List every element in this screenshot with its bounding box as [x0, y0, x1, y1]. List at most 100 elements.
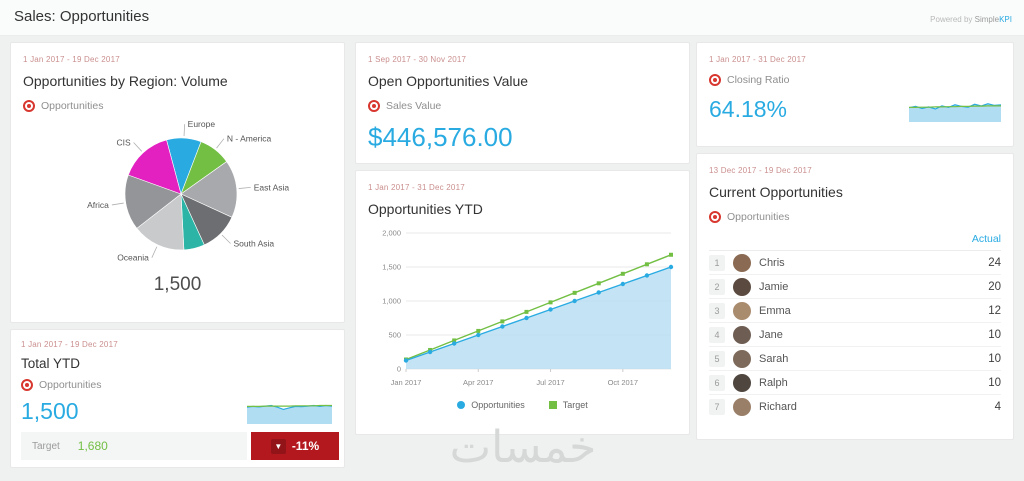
svg-text:CIS: CIS — [116, 137, 131, 147]
target-label: Target — [32, 440, 60, 452]
person-name: Ralph — [759, 376, 788, 389]
legend-square-icon — [548, 401, 557, 409]
svg-text:Jan 2017: Jan 2017 — [391, 378, 422, 387]
card-title: Open Opportunities Value — [368, 73, 529, 89]
card-title: Opportunities YTD — [368, 201, 483, 217]
kpi-label-row: Opportunities — [709, 211, 1001, 223]
actual-value: 12 — [988, 304, 1001, 317]
avatar — [733, 398, 751, 416]
kpi-label-row: Opportunities — [21, 379, 334, 391]
target-icon — [23, 100, 35, 112]
target-icon — [368, 100, 380, 112]
person-name: Emma — [759, 304, 791, 317]
kpi-label: Opportunities — [39, 379, 102, 391]
avatar — [733, 277, 751, 296]
card-opportunities-ytd: 1 Jan 2017 - 31 Dec 2017 Opportunities Y… — [355, 170, 690, 435]
header: Sales: Opportunities Powered by SimpleKP… — [0, 0, 1024, 36]
rank-badge: 7 — [709, 399, 725, 415]
target-icon — [21, 379, 33, 391]
target-box: Target 1,680 — [21, 432, 247, 460]
ytd-line-chart: 0 500 1,000 1,500 2,000 Jan 2017 Apr 2017 Jul 2… — [382, 229, 674, 387]
date-range: 1 Jan 2017 - 19 Dec 2017 — [21, 340, 118, 349]
pie-total-value: 1,500 — [153, 274, 202, 295]
person-name: Sarah — [759, 352, 789, 365]
rank-badge: 2 — [709, 278, 725, 295]
legend-item-target: Target — [548, 400, 588, 410]
avatar — [733, 253, 751, 272]
legend-label: Opportunities — [471, 400, 525, 410]
card-open-opportunities-value: 1 Sep 2017 - 30 Nov 2017 Open Opportunit… — [355, 42, 690, 164]
rank-badge: 3 — [709, 302, 725, 319]
svg-text:Apr 2017: Apr 2017 — [463, 378, 493, 387]
card-title: Current Opportunities — [709, 184, 843, 200]
brand-kpi-text: KPI — [999, 15, 1012, 24]
powered-by-text: Powered by — [930, 15, 975, 24]
date-range: 13 Dec 2017 - 19 Dec 2017 — [709, 166, 812, 175]
arrow-down-icon: ▼ — [270, 438, 286, 454]
date-range: 1 Sep 2017 - 30 Nov 2017 — [368, 55, 467, 64]
total-ytd-sparkline — [247, 404, 332, 424]
total-ytd-value: 1,500 — [21, 398, 79, 424]
value-row: 64.18% — [709, 93, 1001, 123]
region-pie-chart: Europe N - America East Asia South Asia Ocea… — [87, 119, 290, 263]
actual-value: 20 — [988, 280, 1001, 293]
table-row: 6 Ralph 10 — [709, 371, 1001, 395]
card-total-ytd: 1 Jan 2017 - 19 Dec 2017 Total YTD Oppor… — [10, 329, 345, 468]
delta-badge: ▼ -11% — [251, 432, 339, 460]
svg-text:Africa: Africa — [87, 200, 109, 210]
sales-value: $446,576.00 — [368, 122, 513, 152]
person-name: Jamie — [759, 280, 789, 293]
page-title: Sales: Opportunities — [14, 8, 150, 25]
card-closing-ratio: 1 Jan 2017 - 31 Dec 2017 Closing Ratio 6… — [696, 42, 1014, 147]
kpi-label-row: Closing Ratio — [709, 74, 1001, 86]
svg-text:Oct 2017: Oct 2017 — [608, 378, 638, 387]
kpi-label: Opportunities — [727, 211, 790, 223]
svg-text:0: 0 — [397, 365, 401, 374]
brand-simple-text: Simple — [974, 15, 1000, 24]
card-opportunities-by-region: 1 Jan 2017 - 19 Dec 2017 Opportunities b… — [10, 42, 345, 323]
svg-text:South Asia: South Asia — [233, 238, 274, 248]
table-row: 7 Richard 4 — [709, 395, 1001, 419]
kpi-label: Closing Ratio — [727, 74, 790, 86]
legend-item-opportunities: Opportunities — [457, 400, 525, 410]
closing-ratio-value: 64.18% — [709, 96, 788, 122]
chart-legend: Opportunities Target — [368, 400, 677, 410]
delta-value: -11% — [291, 439, 320, 453]
target-icon — [709, 74, 721, 86]
date-range: 1 Jan 2017 - 19 Dec 2017 — [23, 55, 120, 64]
svg-text:2,000: 2,000 — [382, 229, 401, 238]
rank-badge: 1 — [709, 254, 725, 271]
svg-text:Europe: Europe — [188, 119, 216, 129]
person-name: Chris — [759, 256, 785, 269]
table-row: 5 Sarah 10 — [709, 347, 1001, 371]
kpi-label: Opportunities — [41, 100, 104, 112]
card-title: Opportunities by Region: Volume — [23, 73, 228, 89]
svg-text:Oceania: Oceania — [117, 253, 149, 263]
legend-dot-icon — [457, 401, 466, 409]
rank-badge: 6 — [709, 374, 725, 391]
date-range: 1 Jan 2017 - 31 Dec 2017 — [709, 55, 806, 64]
date-range: 1 Jan 2017 - 31 Dec 2017 — [368, 183, 465, 192]
powered-by-link[interactable]: Powered by SimpleKPI — [930, 15, 1012, 24]
avatar — [733, 373, 751, 392]
column-header-actual: Actual — [709, 233, 1001, 251]
rank-badge: 4 — [709, 326, 725, 343]
legend-label: Target — [562, 400, 588, 410]
actual-value: 4 — [994, 401, 1001, 413]
target-icon — [709, 211, 721, 223]
svg-text:East Asia: East Asia — [254, 182, 290, 192]
person-name: Richard — [759, 401, 797, 413]
card-title: Total YTD — [21, 356, 81, 371]
table-row: 2 Jamie 20 — [709, 275, 1001, 299]
target-delta-row: Target 1,680 ▼ -11% — [21, 432, 339, 460]
avatar — [733, 301, 751, 320]
actual-value: 10 — [988, 376, 1001, 389]
svg-text:1,000: 1,000 — [382, 297, 401, 306]
svg-text:Jul 2017: Jul 2017 — [536, 378, 564, 387]
avatar — [733, 349, 751, 368]
table-row: 3 Emma 12 — [709, 299, 1001, 323]
svg-text:500: 500 — [388, 331, 401, 340]
person-name: Jane — [759, 328, 783, 341]
svg-text:N - America: N - America — [227, 134, 272, 144]
